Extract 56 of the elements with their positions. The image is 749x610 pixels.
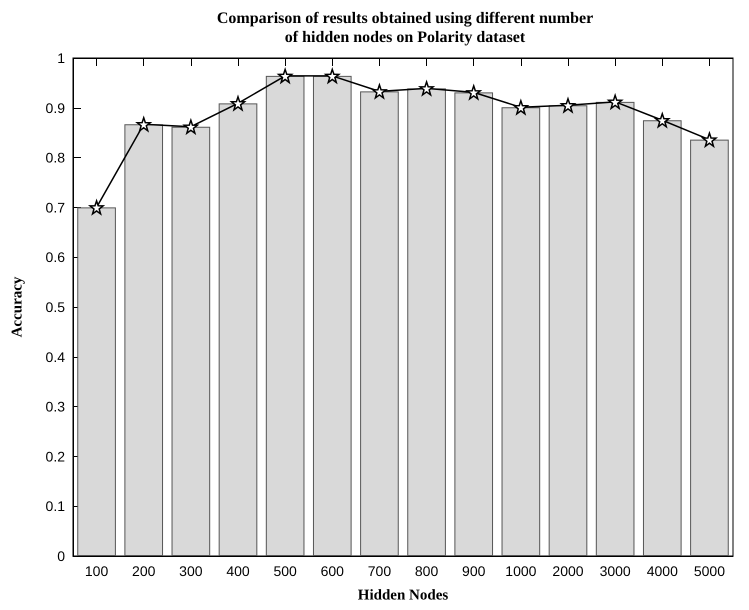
bar: [266, 76, 304, 556]
y-tick-label: 0.2: [46, 448, 66, 464]
point: [419, 81, 434, 96]
y-tick-label: 1: [57, 50, 66, 66]
x-tick-label: 5000: [694, 563, 726, 579]
bar: [548, 105, 588, 556]
bar: [502, 107, 540, 556]
x-tick-label: 300: [179, 563, 203, 579]
bar: [312, 76, 352, 556]
point: [325, 68, 340, 84]
y-tick-label: 0.1: [46, 498, 66, 514]
y-tick-label: 0.8: [46, 150, 66, 166]
x-tick-label: 600: [320, 563, 344, 579]
bar: [690, 140, 729, 556]
x-tick-label: 1000: [505, 563, 537, 579]
y-tick-label: 0.9: [46, 100, 66, 116]
x-tick-label: 4000: [646, 563, 678, 579]
point: [89, 200, 104, 215]
y-tick-label: 0.4: [46, 348, 66, 365]
x-tick-label: 800: [414, 563, 438, 579]
bar: [218, 103, 258, 556]
point: [608, 94, 622, 110]
bar: [172, 126, 210, 556]
x-axis-title: Hidden Nodes: [358, 588, 448, 604]
x-tick-label: 400: [226, 563, 250, 579]
x-tick-label: 500: [273, 563, 298, 579]
point: [278, 68, 292, 84]
point: [230, 96, 246, 111]
x-tick-label: 2000: [552, 563, 584, 579]
point: [184, 119, 198, 134]
point: [655, 113, 670, 128]
x-tick-label: 3000: [600, 563, 631, 579]
point: [372, 84, 387, 99]
chart-title: Comparison of results obtained using different number of hidden nodes on Polarity dataset: [216, 10, 594, 46]
y-tick-label: 0.6: [46, 249, 66, 266]
x-tick-label: 700: [368, 563, 392, 579]
bar: [360, 91, 399, 556]
y-tick-label: 0.7: [46, 199, 66, 216]
bar: [77, 207, 116, 556]
point: [466, 85, 481, 100]
y-tick-label: 0.5: [46, 299, 66, 315]
bar: [407, 88, 446, 556]
point: [560, 98, 576, 113]
y-tick-label: 0.3: [46, 398, 66, 415]
bar: [642, 120, 682, 556]
point: [702, 132, 717, 147]
x-tick-label: 900: [462, 563, 486, 579]
bar: [454, 92, 494, 556]
bar: [124, 124, 164, 556]
point: [514, 100, 528, 115]
x-tick-label: 200: [132, 563, 156, 579]
x-tick-label: 100: [84, 563, 108, 579]
bar: [596, 102, 634, 556]
y-tick-label: 0: [57, 548, 66, 564]
point: [136, 116, 151, 132]
y-axis-title: Accuracy: [10, 276, 26, 338]
